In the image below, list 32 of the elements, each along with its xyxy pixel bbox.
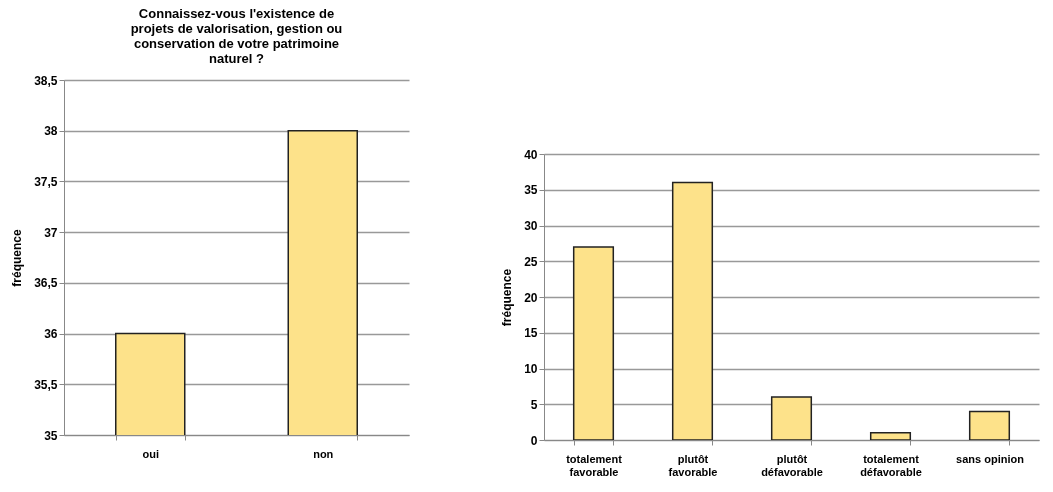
y-tick-label: 25	[524, 254, 538, 269]
y-tick-label: 38	[44, 124, 58, 139]
x-tick-label: plutôt favorable	[668, 452, 718, 478]
bar	[869, 432, 912, 440]
bar	[770, 396, 813, 440]
y-tick-label: 10	[524, 362, 538, 376]
y-tick-label: 0	[530, 433, 538, 448]
x-tick-label: sans opinion	[956, 452, 1025, 465]
y-tick-label: 15	[524, 326, 538, 341]
bar	[968, 410, 1011, 440]
x-tick-label: non	[313, 447, 334, 460]
bar	[572, 246, 615, 440]
y-tick-label: 20	[524, 290, 538, 305]
y-tick-label: 36,5	[34, 276, 58, 291]
x-tick-label: plutôt défavorable	[761, 452, 823, 478]
y-tick-label: 35	[524, 183, 538, 198]
y-tick-label: 35,5	[34, 377, 58, 392]
y-tick-label: 40	[524, 147, 538, 162]
y-tick-label: 5	[530, 397, 538, 412]
bar	[671, 181, 714, 440]
y-tick-label: 36	[44, 327, 58, 342]
y-tick-label: 35	[44, 428, 58, 443]
x-tick-label: oui	[142, 447, 159, 460]
y-tick-label: 37,5	[34, 174, 58, 189]
y-axis-title: fréquence	[500, 268, 515, 327]
y-tick-label: 37	[44, 225, 58, 240]
x-tick-label: totalement défavorable	[860, 452, 922, 478]
y-axis-title: fréquence	[10, 229, 25, 287]
y-tick-label: 38,5	[34, 73, 58, 88]
y-tick-label: 30	[524, 219, 538, 233]
x-tick-label: totalement favorable	[566, 452, 623, 478]
chart-title: Connaissez-vous l'existence de projets de valorisation, gestion ou conservation de votre patrimoine naturel ?	[130, 6, 343, 66]
